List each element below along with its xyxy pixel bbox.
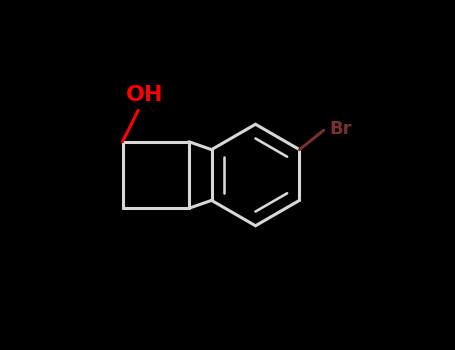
Text: OH: OH bbox=[126, 85, 163, 105]
Text: Br: Br bbox=[329, 120, 352, 138]
